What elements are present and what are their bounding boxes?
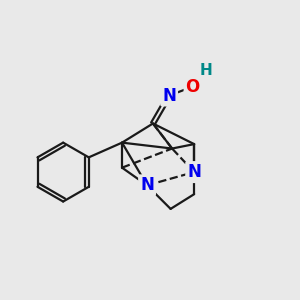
Text: N: N bbox=[140, 176, 154, 194]
Text: O: O bbox=[186, 78, 200, 96]
Text: N: N bbox=[162, 86, 176, 104]
Text: N: N bbox=[187, 163, 201, 181]
Text: H: H bbox=[200, 63, 212, 78]
